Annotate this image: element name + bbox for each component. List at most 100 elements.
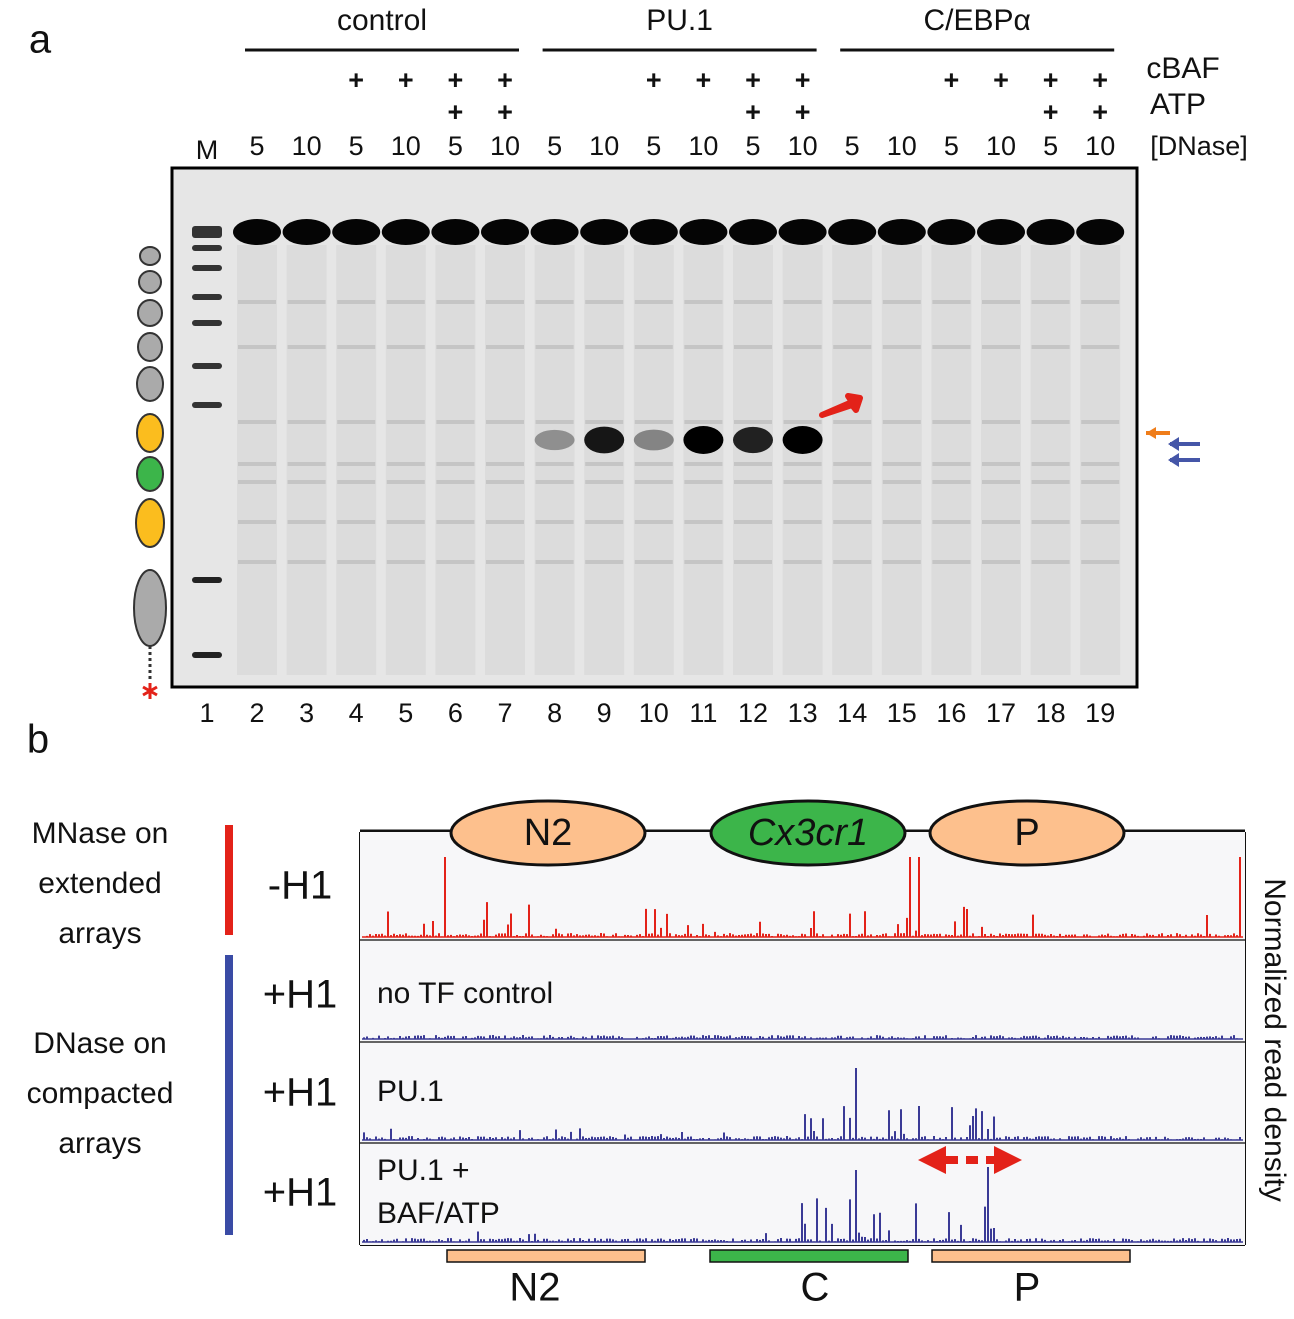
minor-band [982,420,1020,424]
cbaf-flag: + [348,65,364,95]
minor-band [535,560,574,564]
minor-band [932,480,971,484]
minor-band [486,480,524,484]
track-label: BAF/ATP [377,1197,500,1230]
ladder-band [192,577,222,583]
minor-band [932,520,971,524]
cbaf-flag: + [398,65,414,95]
minor-band [684,420,723,424]
minor-band [734,462,772,466]
ladder-band [192,294,222,300]
dnase-amount: 5 [944,131,959,161]
minor-band [982,520,1020,524]
minor-band [386,420,425,424]
lane-number: 18 [1036,698,1066,728]
minor-band [1081,462,1120,466]
main-band [679,219,728,245]
pu1-band [733,426,773,454]
nucleosome-cartoon [133,246,167,699]
minor-band [932,560,971,564]
minor-band [882,520,921,524]
minor-band [982,345,1020,349]
row-label: [DNase] [1150,131,1248,161]
group-label: PU.1 [646,4,713,37]
minor-band [634,345,673,349]
arrows [819,393,1200,467]
main-band [877,219,926,245]
minor-band [486,560,524,564]
minor-band [882,560,921,564]
panel-label: b [27,718,49,762]
minor-band [486,462,524,466]
main-band [729,219,777,245]
lane-number: 4 [349,698,364,728]
main-band [1076,219,1125,245]
double-arrow [918,1146,1022,1174]
side-label: DNase on [33,1027,166,1060]
element-label: P [1014,1266,1041,1310]
main-band [431,219,480,245]
lane-number: 12 [738,698,768,728]
cbaf-flag: + [696,65,712,95]
minor-band [833,480,872,484]
cbaf-flag: + [993,65,1009,95]
minor-band [1081,480,1120,484]
dnase-amount: 10 [688,131,718,161]
minor-band [486,345,524,349]
minor-band [734,300,772,304]
minor-band [287,480,326,484]
mnase-bar [225,825,233,935]
minor-band [882,420,921,424]
lane-number: 3 [299,698,314,728]
lane-smear [237,245,277,675]
minor-band [734,520,772,524]
pu1-band [782,426,823,454]
minor-band [1031,300,1070,304]
main-band [530,219,579,245]
pu1-band [534,429,575,451]
dnase-amount: 5 [249,131,264,161]
main-band [332,219,381,245]
lane-smear [1080,245,1121,675]
dnase-amount: 5 [646,131,661,161]
minor-band [634,520,673,524]
minor-band [238,420,276,424]
dnase-amount: 10 [490,131,520,161]
minor-band [783,420,822,424]
minor-band [436,420,475,424]
minor-band [436,520,475,524]
minor-band [1031,480,1070,484]
lane-smear [733,245,773,675]
main-band [1026,219,1075,245]
ladder-band [192,226,222,238]
minor-band [337,462,376,466]
dnase-amount: 5 [1043,131,1058,161]
minor-band [783,520,822,524]
cbaf-flag: + [1092,65,1108,95]
minor-band [1031,520,1070,524]
lane-number: 15 [887,698,917,728]
minor-band [634,462,673,466]
minor-band [386,462,425,466]
minor-band [982,560,1020,564]
side-label: MNase on [32,817,169,850]
minor-band [436,480,475,484]
track-label: PU.1 [377,1075,444,1108]
minor-band [734,560,772,564]
dnase-amount: 10 [391,131,421,161]
pu1-band [633,429,674,451]
minor-band [287,520,326,524]
ladder-band [192,652,222,658]
minor-band [783,560,822,564]
minor-band [386,480,425,484]
axis-label: Normalized read density [1258,878,1291,1201]
atp-flag: + [448,97,464,127]
dnase-amount: 5 [547,131,562,161]
lane-number: 2 [249,698,264,728]
dnase-bar [225,955,233,1235]
minor-band [386,300,425,304]
lane-smear [435,245,476,675]
atp-flag: + [795,97,811,127]
atp-flag: + [497,97,513,127]
lane-smear [881,245,922,675]
